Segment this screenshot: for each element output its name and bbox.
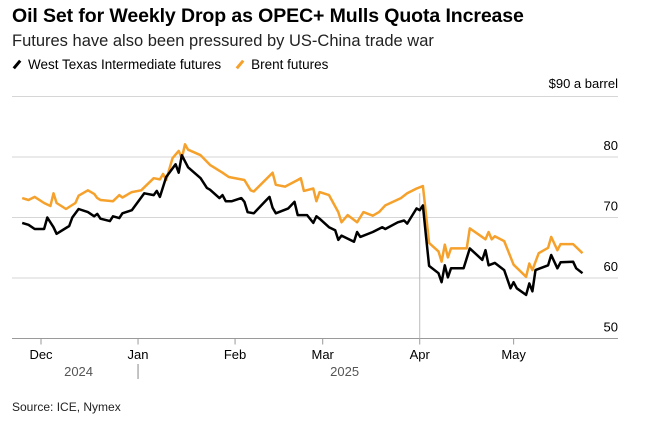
legend-item-brent: Brent futures bbox=[235, 57, 328, 72]
x-tick-label: Jan bbox=[128, 347, 149, 362]
brent-series-line bbox=[21, 143, 584, 279]
legend: West Texas Intermediate futures Brent fu… bbox=[12, 57, 328, 72]
source-note: Source: ICE, Nymex bbox=[12, 400, 121, 414]
year-label: 2025 bbox=[330, 364, 359, 379]
x-tick-label: Dec bbox=[29, 347, 53, 362]
y-axis-unit-label: $90 a barrel bbox=[548, 76, 618, 91]
x-tick-label: Feb bbox=[224, 347, 246, 362]
y-tick-label: 80 bbox=[604, 138, 618, 153]
year-label: 2024 bbox=[64, 364, 93, 379]
legend-item-wti: West Texas Intermediate futures bbox=[12, 57, 221, 72]
y-tick-label: 70 bbox=[604, 199, 618, 214]
chart-subtitle: Futures have also been pressured by US-C… bbox=[12, 32, 434, 50]
legend-label-wti: West Texas Intermediate futures bbox=[28, 57, 222, 72]
x-tick-label: Apr bbox=[410, 347, 431, 362]
chart-title: Oil Set for Weekly Drop as OPEC+ Mulls Q… bbox=[12, 5, 524, 27]
x-tick-label: May bbox=[501, 347, 526, 362]
y-tick-label: 50 bbox=[604, 320, 618, 335]
x-tick-label: Mar bbox=[312, 347, 335, 362]
legend-label-brent: Brent futures bbox=[251, 57, 329, 72]
wti-series-line bbox=[21, 153, 584, 297]
y-tick-label: 60 bbox=[604, 259, 618, 274]
